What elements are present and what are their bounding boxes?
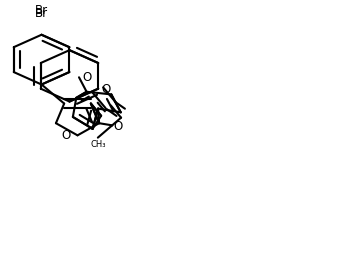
Text: O: O bbox=[113, 120, 122, 133]
Text: O: O bbox=[61, 129, 70, 142]
Text: O: O bbox=[82, 71, 92, 84]
Text: CH₃: CH₃ bbox=[90, 140, 106, 149]
Text: Br: Br bbox=[35, 4, 48, 17]
Text: O: O bbox=[101, 84, 111, 97]
Text: Br: Br bbox=[35, 7, 48, 20]
